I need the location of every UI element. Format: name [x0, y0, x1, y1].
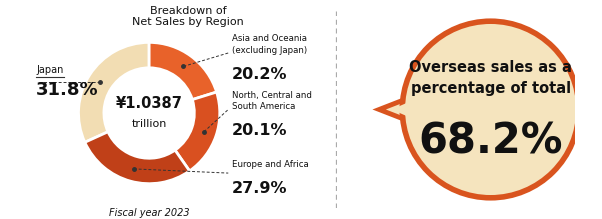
- Polygon shape: [392, 98, 418, 121]
- Text: Asia and Oceania
(excluding Japan): Asia and Oceania (excluding Japan): [232, 34, 307, 55]
- Text: trillion: trillion: [131, 119, 167, 129]
- Wedge shape: [78, 42, 149, 142]
- Text: Fiscal year 2023: Fiscal year 2023: [109, 208, 190, 218]
- Text: ¥1.0387: ¥1.0387: [116, 96, 182, 111]
- Text: Breakdown of
Net Sales by Region: Breakdown of Net Sales by Region: [132, 6, 244, 27]
- Text: 20.2%: 20.2%: [232, 67, 287, 82]
- Polygon shape: [379, 95, 417, 124]
- Wedge shape: [175, 92, 220, 171]
- Circle shape: [402, 21, 579, 198]
- Text: Europe and Africa: Europe and Africa: [232, 160, 309, 169]
- Text: 20.1%: 20.1%: [232, 123, 287, 138]
- Text: 68.2%: 68.2%: [418, 120, 563, 162]
- Text: Japan: Japan: [36, 65, 63, 75]
- Wedge shape: [85, 132, 190, 184]
- Text: Overseas sales as a
percentage of total: Overseas sales as a percentage of total: [409, 60, 572, 96]
- Text: 27.9%: 27.9%: [232, 181, 287, 196]
- Text: 31.8%: 31.8%: [36, 81, 99, 99]
- Text: North, Central and
South America: North, Central and South America: [232, 91, 312, 111]
- Wedge shape: [149, 42, 217, 100]
